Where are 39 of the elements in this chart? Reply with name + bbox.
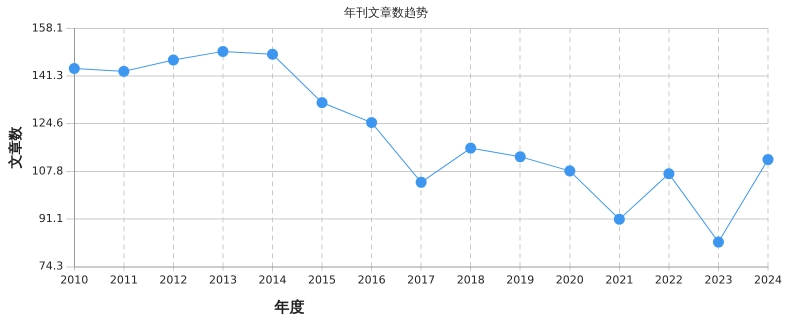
x-tick-label: 2019 — [506, 273, 534, 286]
x-tick-label: 2011 — [110, 273, 138, 286]
x-tick-label: 2013 — [208, 273, 237, 286]
x-tick-label: 2024 — [754, 273, 782, 286]
y-axis-title: 文章数 — [7, 126, 24, 170]
x-tick-label: 2020 — [556, 273, 584, 286]
point — [564, 165, 576, 176]
chart-title: 年刊文章数趋势 — [344, 5, 428, 20]
x-tick-label: 2023 — [704, 273, 732, 286]
y-tick-label: 107.8 — [32, 164, 64, 178]
point — [68, 63, 80, 74]
point — [614, 214, 625, 225]
x-tick-label: 2017 — [407, 273, 436, 286]
y-tick-label: 158.1 — [32, 21, 64, 34]
x-tick-label: 2015 — [308, 273, 336, 286]
point — [712, 236, 724, 248]
point — [416, 176, 427, 188]
x-tick-label: 2012 — [159, 273, 188, 286]
point — [514, 151, 526, 162]
x-tick-label: 2016 — [358, 273, 386, 286]
point — [663, 168, 674, 180]
x-tick-label: 2021 — [605, 273, 634, 286]
point — [465, 142, 476, 154]
y-tick-label: 141.3 — [32, 69, 64, 82]
point — [118, 66, 130, 77]
y-tick-label: 74.3 — [38, 260, 64, 273]
x-tick-label: 2022 — [654, 273, 683, 286]
y-tick-label: 91.1 — [38, 212, 64, 225]
y-tick-label: 124.6 — [32, 116, 64, 130]
point — [316, 97, 328, 108]
x-axis-title: 年度 — [273, 298, 304, 316]
point — [266, 48, 278, 60]
x-tick-label: 2014 — [258, 273, 286, 286]
point — [217, 46, 228, 57]
x-tick-label: 2010 — [60, 273, 88, 286]
point — [366, 117, 378, 128]
point — [168, 54, 179, 66]
x-tick-label: 2018 — [456, 273, 485, 286]
point — [762, 154, 774, 166]
